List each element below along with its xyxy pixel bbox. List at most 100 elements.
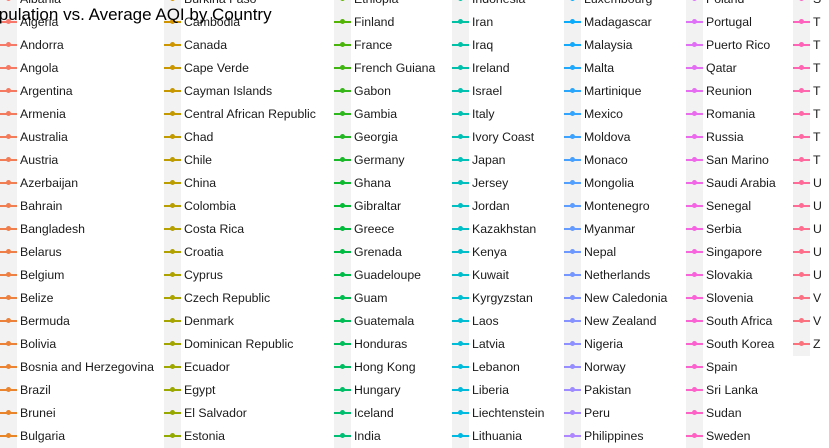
legend-key-point xyxy=(570,318,575,323)
legend-key-point xyxy=(170,203,175,208)
legend-key-point xyxy=(170,387,175,392)
legend-label: France xyxy=(354,38,393,52)
legend-label: Guadeloupe xyxy=(354,268,422,282)
legend-key xyxy=(164,57,181,80)
legend-key-point xyxy=(340,295,345,300)
legend-key xyxy=(686,57,703,80)
legend-label: T xyxy=(813,61,821,75)
legend-label: Nigeria xyxy=(584,337,623,351)
legend-label: Israel xyxy=(472,84,503,98)
legend-key xyxy=(164,34,181,57)
legend-key-point xyxy=(570,433,575,438)
legend-key-point xyxy=(692,180,697,185)
legend-key-point xyxy=(692,88,697,93)
legend-label: Kuwait xyxy=(472,268,509,282)
legend-key xyxy=(452,218,469,241)
legend-key xyxy=(452,264,469,287)
legend-label: Bulgaria xyxy=(20,429,66,443)
legend-key-point xyxy=(6,180,11,185)
legend-key-point xyxy=(458,65,463,70)
legend-label: Gibraltar xyxy=(354,199,402,213)
legend-key xyxy=(793,80,810,103)
legend-label: Latvia xyxy=(472,337,505,351)
legend-label: Puerto Rico xyxy=(706,38,771,52)
legend-label: Ivory Coast xyxy=(472,130,535,144)
legend-label: Grenada xyxy=(354,245,402,259)
legend-key xyxy=(564,80,581,103)
legend-key-point xyxy=(170,111,175,116)
legend-label: Sudan xyxy=(706,406,742,420)
legend-label: Australia xyxy=(20,130,68,144)
legend-key-point xyxy=(692,111,697,116)
legend-key xyxy=(334,264,351,287)
legend-key-point xyxy=(170,364,175,369)
legend-key-point xyxy=(340,111,345,116)
legend-label: Croatia xyxy=(184,245,224,259)
legend-key xyxy=(334,34,351,57)
legend-label: Gabon xyxy=(354,84,391,98)
legend-key xyxy=(564,126,581,149)
legend-key-point xyxy=(799,19,804,24)
legend-key xyxy=(793,310,810,333)
legend-key xyxy=(564,195,581,218)
legend-label: Egypt xyxy=(184,383,216,397)
legend-label: Belize xyxy=(20,291,54,305)
legend-label: Algeria xyxy=(20,15,59,29)
legend-label: Poland xyxy=(706,0,744,11)
legend-key-point xyxy=(340,410,345,415)
legend-key xyxy=(452,333,469,356)
legend-key-point xyxy=(799,88,804,93)
legend-key xyxy=(793,195,810,218)
legend-label: Iran xyxy=(472,15,494,29)
legend-key-point xyxy=(340,433,345,438)
legend-key-point xyxy=(6,88,11,93)
legend-key-point xyxy=(340,134,345,139)
legend-key xyxy=(452,310,469,333)
legend-label: Laos xyxy=(472,314,499,328)
legend-key xyxy=(793,333,810,356)
legend-label: Andorra xyxy=(20,38,64,52)
legend-label: Dominican Republic xyxy=(184,337,294,351)
legend-key-point xyxy=(170,249,175,254)
legend-key xyxy=(164,287,181,310)
legend-label: Bermuda xyxy=(20,314,70,328)
legend-key xyxy=(334,149,351,172)
legend-label: Russia xyxy=(706,130,744,144)
legend-key-point xyxy=(692,272,697,277)
legend-key-point xyxy=(170,65,175,70)
legend-key-point xyxy=(6,157,11,162)
legend-label: T xyxy=(813,153,821,167)
legend-key xyxy=(452,172,469,195)
legend-label: Nepal xyxy=(584,245,617,259)
legend-key xyxy=(686,356,703,379)
legend-key xyxy=(334,425,351,448)
legend-key-point xyxy=(799,0,804,1)
legend-key-point xyxy=(340,180,345,185)
legend-key xyxy=(793,172,810,195)
legend-key xyxy=(686,195,703,218)
legend-key xyxy=(793,103,810,126)
legend-label: Reunion xyxy=(706,84,752,98)
legend-key-point xyxy=(692,0,697,1)
legend-key xyxy=(564,57,581,80)
legend-key-point xyxy=(6,42,11,47)
legend-key xyxy=(793,218,810,241)
legend-label: Japan xyxy=(472,153,506,167)
legend-label: Cyprus xyxy=(184,268,223,282)
legend-key-point xyxy=(570,157,575,162)
legend-label: T xyxy=(813,38,821,52)
legend-key xyxy=(564,34,581,57)
legend-label: Bolivia xyxy=(20,337,57,351)
legend-label: V xyxy=(813,291,822,305)
legend-label: T xyxy=(813,15,821,29)
legend-label: Denmark xyxy=(184,314,234,328)
legend-label: Netherlands xyxy=(584,268,651,282)
legend-label: Armenia xyxy=(20,107,66,121)
legend-key xyxy=(564,172,581,195)
legend-label: Greece xyxy=(354,222,395,236)
legend-key xyxy=(686,34,703,57)
legend-label: El Salvador xyxy=(184,406,247,420)
legend-label: San Marino xyxy=(706,153,769,167)
legend-key-point xyxy=(458,226,463,231)
